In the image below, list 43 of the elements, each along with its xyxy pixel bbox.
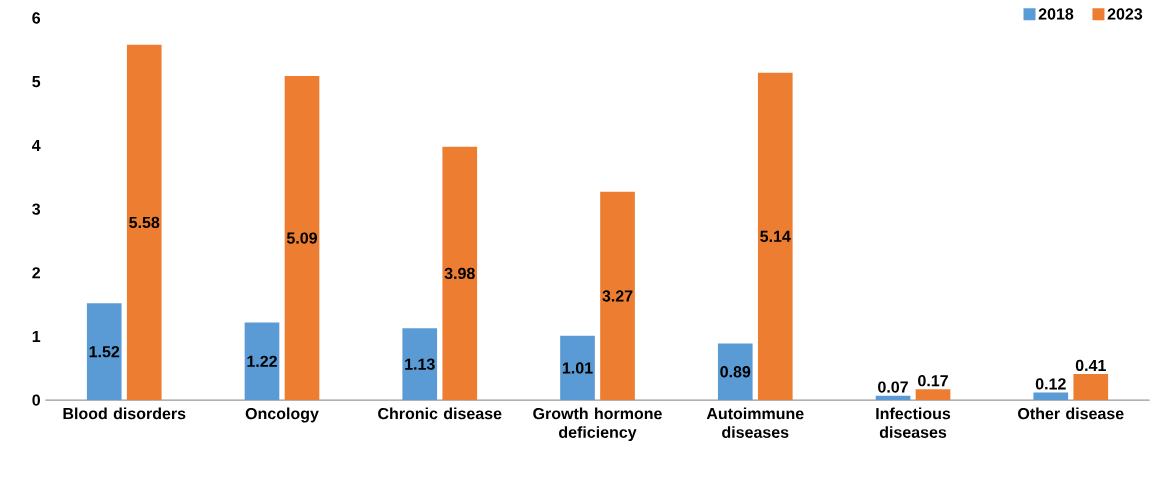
data-label: 1.52 xyxy=(89,345,120,358)
bar xyxy=(244,322,280,401)
data-label: 3.27 xyxy=(602,290,633,302)
bar xyxy=(717,343,753,401)
bar xyxy=(86,303,122,401)
x-tick-label: Growth hormone deficiency xyxy=(533,407,662,442)
data-label: 0.07 xyxy=(878,381,908,393)
data-label: 0.12 xyxy=(1035,378,1066,390)
y-tick-label: 6 xyxy=(32,12,41,24)
bar xyxy=(915,389,951,401)
data-label: 0.17 xyxy=(918,374,948,387)
bar xyxy=(284,75,320,401)
data-label: 0.89 xyxy=(720,366,751,378)
x-tick-label: Autoimmune diseases xyxy=(706,407,804,438)
bar xyxy=(757,72,793,401)
x-tick-label: Chronic disease xyxy=(378,407,502,420)
data-label: 5.14 xyxy=(760,230,791,242)
y-tick-label: 3 xyxy=(32,203,41,215)
data-label: 1.22 xyxy=(247,355,277,367)
bar xyxy=(1033,392,1069,401)
y-tick-label: 5 xyxy=(32,76,41,88)
bar xyxy=(442,146,478,401)
bar xyxy=(1073,373,1109,401)
legend-label: 2023 xyxy=(1107,8,1143,20)
data-label: 0.41 xyxy=(1075,359,1106,371)
x-tick-label: Infectious diseases xyxy=(876,407,951,438)
data-label: 5.09 xyxy=(286,232,317,244)
x-tick-label: Blood disorders xyxy=(63,407,186,420)
legend-label: 2018 xyxy=(1038,8,1074,20)
y-tick-label: 1 xyxy=(32,330,41,342)
data-label: 1.13 xyxy=(405,358,435,370)
y-tick-label: 0 xyxy=(32,394,40,406)
data-label: 5.58 xyxy=(129,216,160,229)
y-tick-label: 4 xyxy=(31,139,41,151)
data-label: 1.01 xyxy=(562,362,593,374)
bar xyxy=(402,328,438,401)
bar xyxy=(126,44,162,401)
bar xyxy=(600,191,635,401)
y-tick-label: 2 xyxy=(32,267,40,279)
data-label: 3.98 xyxy=(444,267,475,280)
x-tick-label: Oncology xyxy=(245,407,319,423)
x-tick-label: Other disease xyxy=(1018,407,1124,420)
bar xyxy=(560,335,595,401)
